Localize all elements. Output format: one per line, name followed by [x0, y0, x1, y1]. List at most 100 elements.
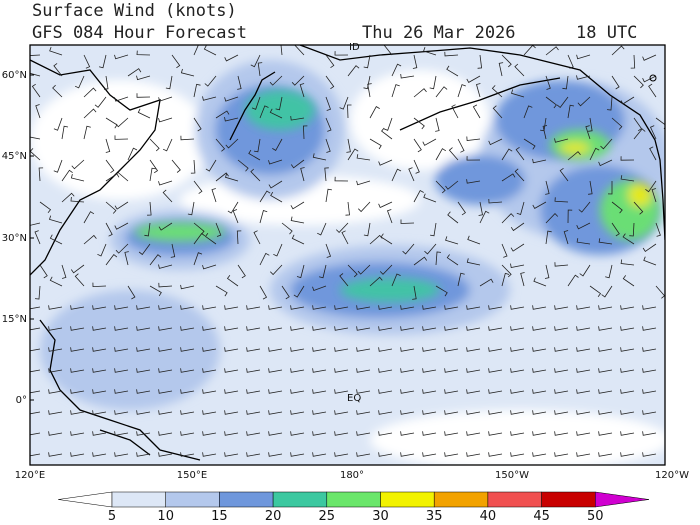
wind-barb — [251, 96, 261, 110]
wind-barb — [272, 138, 283, 151]
wind-barb — [30, 348, 41, 352]
wind-barb — [510, 305, 525, 310]
wind-barb — [339, 96, 349, 110]
wind-barb — [479, 210, 490, 224]
wind-barb — [31, 83, 41, 98]
wind-barb — [71, 159, 85, 170]
wind-barb — [444, 51, 459, 57]
wind-barb — [34, 230, 41, 245]
wind-barb — [114, 222, 129, 230]
wind-barb — [600, 138, 613, 150]
wind-barb — [30, 453, 41, 457]
wind-barb — [136, 431, 151, 436]
wind-barb — [501, 243, 508, 258]
wind-barb — [369, 106, 380, 119]
wind-barb — [30, 432, 41, 436]
wind-barb — [510, 410, 525, 415]
wind-barb — [92, 326, 107, 331]
wind-barb — [585, 125, 591, 140]
wind-barb — [204, 232, 217, 245]
wind-barb — [378, 305, 393, 310]
wind-barb — [48, 389, 63, 394]
wind-barb — [576, 54, 591, 60]
wind-barb — [83, 108, 97, 119]
wind-barb — [488, 138, 503, 146]
wind-barb — [620, 410, 635, 415]
wind-barb — [620, 452, 635, 457]
wind-barb — [402, 243, 415, 255]
wind-barb — [445, 180, 459, 190]
map-frame — [29, 44, 666, 466]
colorbar-bin — [165, 491, 220, 508]
wind-barb — [224, 54, 239, 62]
wind-barb — [601, 285, 613, 298]
wind-barb — [290, 305, 305, 310]
wind-barb — [30, 306, 41, 310]
wind-barb — [92, 431, 107, 436]
wind-barb — [466, 258, 481, 266]
wind-barb — [158, 347, 173, 352]
wind-barb — [457, 272, 465, 287]
wind-barb — [30, 222, 41, 226]
wind-barb — [577, 96, 591, 107]
wind-barb — [136, 93, 151, 98]
wind-barb — [556, 96, 569, 108]
wind-barb — [642, 326, 657, 331]
annotation: ID — [349, 42, 360, 53]
wind-barb — [290, 326, 305, 331]
wind-barb — [479, 278, 494, 287]
wind-barb — [356, 347, 371, 352]
wind-barb — [312, 326, 327, 331]
wind-barb — [492, 105, 503, 119]
colorbar-label: 30 — [372, 509, 389, 524]
wind-barb — [268, 389, 283, 394]
time: 18 UTC — [576, 23, 637, 43]
wind-barb — [554, 326, 569, 331]
wind-barb — [435, 86, 448, 98]
wind-barb — [248, 149, 261, 161]
wind-barb — [105, 201, 117, 214]
wind-barb — [290, 452, 305, 457]
wind-barb — [451, 104, 459, 119]
colorbar-bin — [272, 491, 328, 508]
wind-barb — [61, 169, 73, 182]
wind-barb — [317, 222, 327, 236]
wind-barb — [391, 273, 401, 287]
wind-barb — [49, 234, 63, 245]
wind-barb — [545, 96, 557, 109]
wind-barb — [127, 285, 136, 300]
wind-barb — [232, 209, 239, 224]
wind-barb — [606, 96, 613, 111]
wind-barb — [498, 62, 504, 77]
wind-barb — [127, 68, 142, 77]
wind-barb — [554, 389, 569, 394]
wind-barb — [290, 368, 305, 373]
wind-barb — [224, 305, 239, 310]
wind-barb — [589, 147, 600, 161]
wind-barb — [400, 431, 415, 436]
lon-label: 120°E — [15, 470, 45, 481]
wind-barb — [598, 238, 613, 245]
wind-barb — [430, 222, 437, 237]
wind-barb — [400, 326, 415, 331]
wind-barb — [391, 63, 402, 77]
wind-barb — [445, 236, 459, 245]
wind-barb — [346, 138, 351, 153]
wind-barb — [224, 117, 239, 122]
wind-barb — [136, 305, 151, 310]
wind-barb — [280, 45, 283, 56]
wind-barb — [114, 410, 129, 415]
wind-barb — [633, 75, 644, 89]
wind-barb — [246, 326, 261, 331]
wind-barb — [579, 264, 591, 277]
wind-barb — [158, 222, 173, 231]
wind-barb — [158, 368, 173, 373]
wind-barb — [532, 326, 547, 331]
wind-barb — [510, 263, 525, 268]
wind-barb — [180, 452, 195, 457]
wind-barb — [422, 347, 437, 352]
wind-barb — [319, 264, 327, 279]
wind-barb — [369, 276, 383, 287]
wind-barb — [246, 305, 261, 310]
wind-barb — [554, 138, 569, 143]
